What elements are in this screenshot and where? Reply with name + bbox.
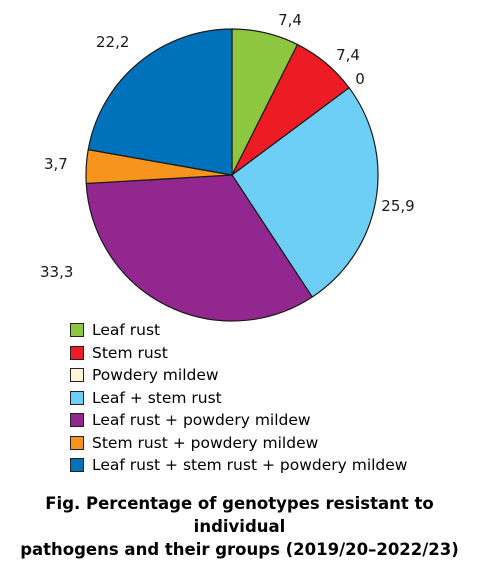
pie-slice-leaf-rust-plus-powdery-mildew [85, 174, 313, 322]
legend-swatch [70, 345, 84, 360]
pie-slice-leaf-rust-plus-stem-rust-plus-powdery-mildew [87, 28, 233, 176]
data-label-leaf-plus-stem-rust: 25,9 [381, 197, 414, 215]
legend-swatch [70, 413, 84, 428]
data-label-leaf-rust-plus-powdery-mildew: 33,3 [40, 263, 73, 281]
legend-label: Stem rust + powdery mildew [92, 433, 319, 452]
legend-swatch [70, 458, 84, 473]
legend-item-leaf-rust-plus-stem-rust-plus-powdery-mildew: Leaf rust + stem rust + powdery mildew [70, 454, 408, 477]
legend-item-powdery-mildew: Powdery mildew [70, 364, 408, 387]
data-label-leaf-rust-plus-stem-rust-plus-powdery-mildew: 22,2 [96, 33, 129, 51]
legend-label: Leaf + stem rust [92, 388, 222, 407]
legend-item-stem-rust: Stem rust [70, 342, 408, 365]
legend-label: Leaf rust [92, 321, 161, 340]
legend-item-leaf-plus-stem-rust: Leaf + stem rust [70, 387, 408, 410]
legend-swatch [70, 368, 84, 383]
legend-swatch [70, 390, 84, 405]
legend: Leaf rust Stem rust Powdery mildew Leaf + s… [70, 319, 408, 477]
legend-label: Stem rust [92, 343, 168, 362]
legend-swatch [70, 435, 84, 450]
legend-item-leaf-rust: Leaf rust [70, 319, 408, 342]
legend-item-stem-rust-plus-powdery-mildew: Stem rust + powdery mildew [70, 432, 408, 455]
data-label-stem-rust: 7,4 [336, 46, 360, 64]
data-label-leaf-rust: 7,4 [278, 11, 302, 29]
legend-label: Powdery mildew [92, 366, 219, 385]
figure-caption: Fig. Percentage of genotypes resistant t… [0, 492, 479, 561]
pie-slice-leaf-plus-stem-rust [231, 87, 379, 298]
data-label-stem-rust-plus-powdery-mildew: 3,7 [44, 155, 68, 173]
legend-swatch [70, 323, 84, 338]
data-label-powdery-mildew: 0 [355, 70, 365, 88]
caption-line-1: Fig. Percentage of genotypes resistant t… [45, 494, 434, 536]
legend-label: Leaf rust + powdery mildew [92, 411, 311, 430]
pie-chart: 7,4 7,4 0 25,9 33,3 3,7 22,2 [40, 11, 415, 322]
caption-line-2: pathogens and their groups (2019/20–2022… [20, 540, 459, 559]
legend-label: Leaf rust + stem rust + powdery mildew [92, 456, 408, 475]
legend-item-leaf-rust-plus-powdery-mildew: Leaf rust + powdery mildew [70, 409, 408, 432]
